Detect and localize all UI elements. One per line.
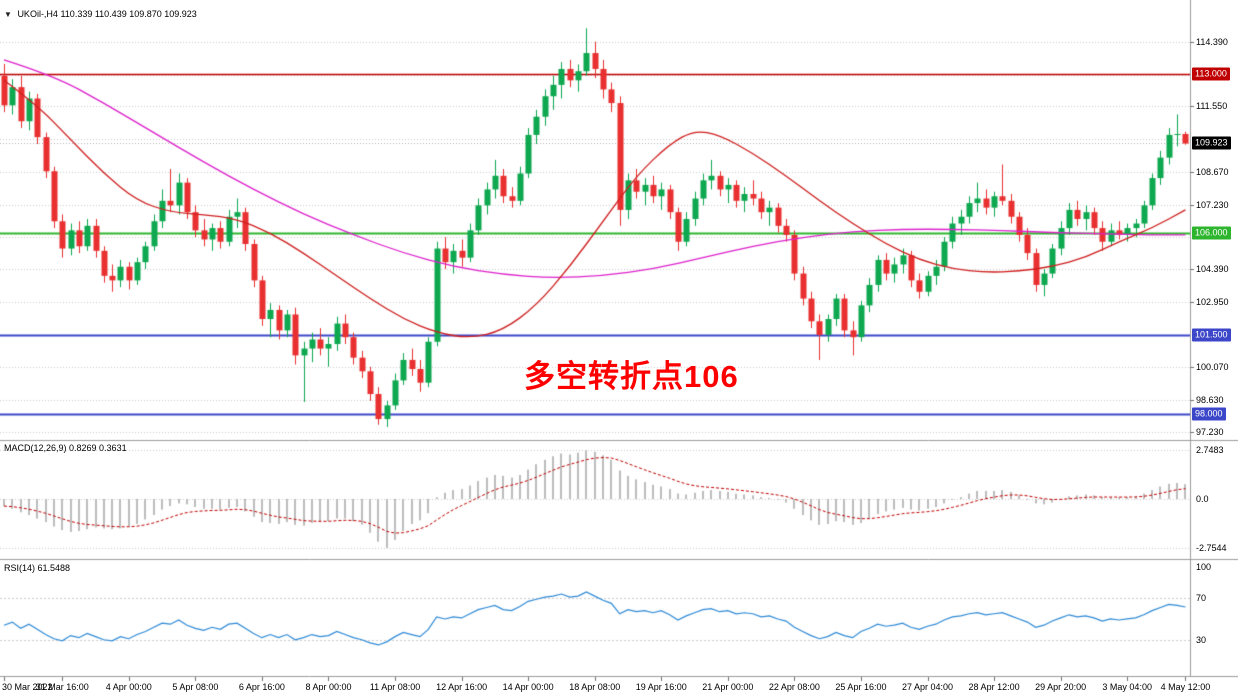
rsi-axis-label: 100 [1196,561,1212,572]
time-axis-label: 25 Apr 16:00 [835,682,887,692]
chart-annotation-text: 多空转折点106 [524,358,739,394]
time-axis-label: 12 Apr 16:00 [436,682,488,692]
time-axis-label: 4 Apr 00:00 [105,682,152,692]
macd-axis-label: 0.0 [1196,493,1209,504]
chart-ohlc-values: 110.339 110.439 109.870 109.923 [60,9,197,19]
price-axis-label: 111.550 [1196,101,1228,112]
price-axis-label: 104.390 [1196,264,1229,275]
time-axis-label: 8 Apr 00:00 [305,682,352,692]
price-axis-label: 97.230 [1196,426,1224,437]
time-axis-label: 4 May 12:00 [1160,682,1211,692]
chart-header: ▼ UKOil-,H4 110.339 110.439 109.870 109.… [4,9,197,19]
price-level-badge: 109.923 [1192,136,1231,150]
time-axis-label: 30 Mar 2022 [2,682,53,692]
chart-symbol-period: UKOil-,H4 [17,9,58,19]
macd-axis-label: -2.7544 [1196,542,1227,553]
time-axis-label: 6 Apr 16:00 [238,682,285,692]
time-axis-label: 22 Apr 08:00 [768,682,820,692]
price-axis-label: 100.070 [1196,362,1229,373]
time-axis-label: 11 Apr 08:00 [369,682,421,692]
time-axis-label: 5 Apr 08:00 [172,682,219,692]
rsi-axis-label: 70 [1196,593,1207,604]
price-axis-label: 107.230 [1196,199,1229,210]
price-axis-label: 108.670 [1196,166,1229,177]
time-axis-label: 14 Apr 00:00 [502,682,554,692]
rsi-axis-label: 30 [1196,634,1207,645]
time-axis-label: 21 Apr 00:00 [702,682,754,692]
time-axis-label: 31 Mar 16:00 [35,682,89,692]
time-axis-label: 18 Apr 08:00 [569,682,621,692]
price-axis-label: 114.390 [1196,36,1228,47]
price-level-badge: 98.000 [1192,407,1226,421]
chart-collapse-icon[interactable]: ▼ [4,10,12,19]
macd-axis-label: 2.7483 [1196,445,1224,456]
rsi-indicator-label: RSI(14) 61.5488 [4,563,71,573]
time-axis-label: 19 Apr 16:00 [635,682,687,692]
time-axis-label: 27 Apr 04:00 [901,682,954,692]
time-axis-label: 3 May 04:00 [1102,682,1152,692]
price-axis-label: 98.630 [1196,395,1224,406]
price-level-badge: 113.000 [1192,67,1230,80]
macd-indicator-label: MACD(12,26,9) 0.8269 0.3631 [4,443,127,453]
price-axis-label: 102.950 [1196,296,1229,307]
time-axis-label: 28 Apr 12:00 [968,682,1020,692]
time-axis-label: 29 Apr 20:00 [1035,682,1087,692]
price-level-badge: 106.000 [1192,226,1231,240]
price-level-badge: 101.500 [1192,328,1231,342]
